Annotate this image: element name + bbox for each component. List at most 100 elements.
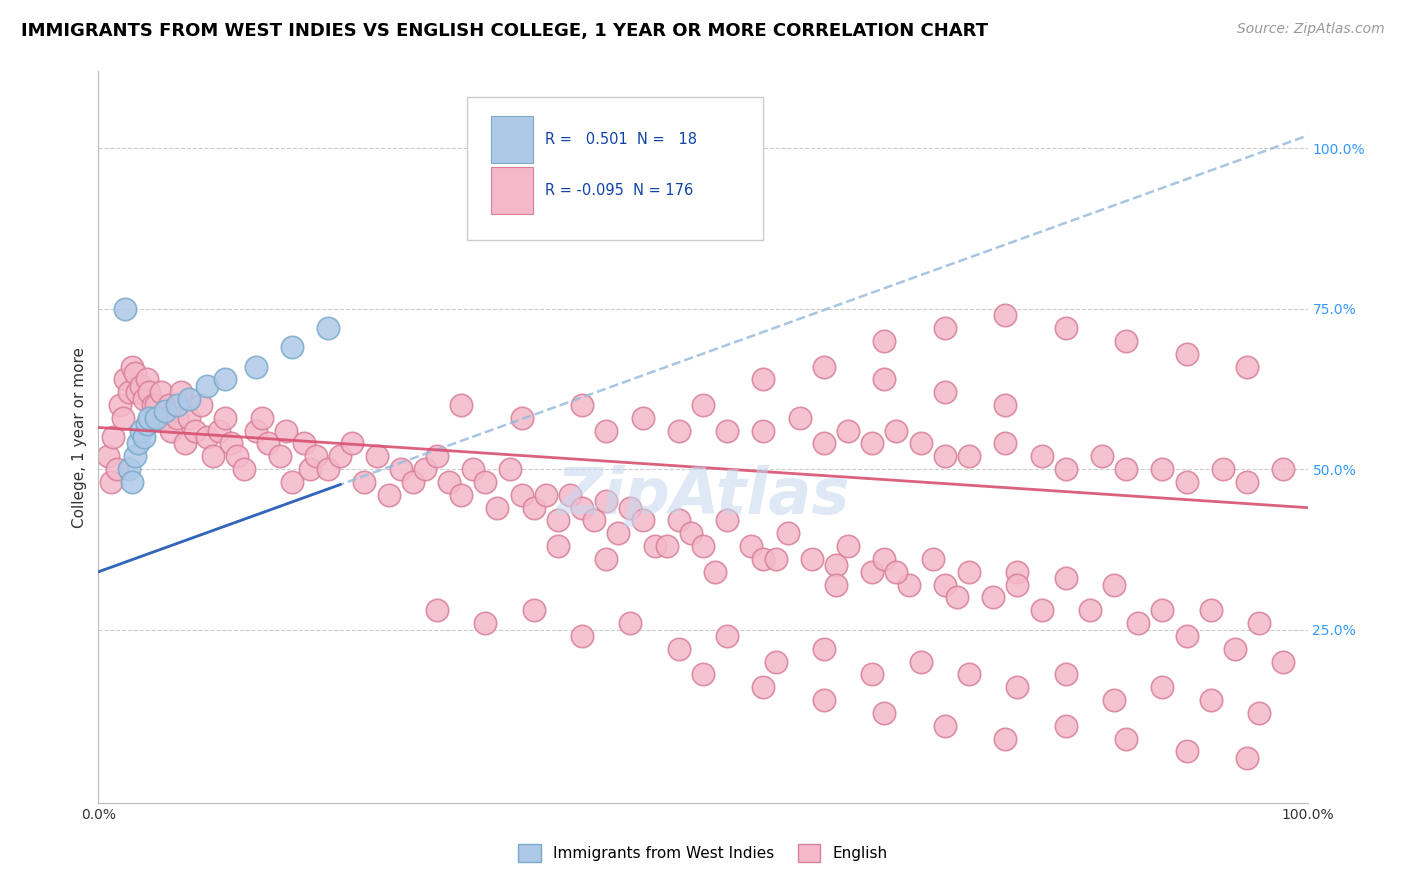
Point (463, 462, 485, 476)
Point (413, 462, 436, 476)
Point (910, 655, 932, 669)
Point (402, 475, 425, 489)
Point (342, 436, 364, 450)
Point (226, 450, 249, 464)
Point (752, 681, 775, 695)
Point (1115, 334, 1137, 348)
Point (571, 500, 593, 515)
Point (195, 378, 218, 392)
Point (221, 436, 243, 450)
Point (1175, 744, 1198, 758)
Point (655, 539, 678, 553)
Point (153, 404, 176, 418)
Point (752, 552, 775, 566)
Point (474, 475, 496, 489)
Point (934, 450, 956, 464)
Point (179, 410, 201, 425)
Point (190, 398, 212, 412)
Point (105, 462, 128, 476)
Text: ZipAtlas: ZipAtlas (557, 465, 849, 526)
Point (837, 539, 859, 553)
Point (1236, 751, 1258, 765)
Point (316, 321, 339, 335)
Point (232, 462, 254, 476)
Point (910, 436, 932, 450)
Point (1115, 731, 1137, 746)
Point (138, 385, 160, 400)
Point (111, 410, 134, 425)
Point (498, 462, 520, 476)
Point (813, 436, 835, 450)
Point (595, 552, 617, 566)
Point (765, 552, 787, 566)
Point (486, 500, 509, 515)
Point (250, 410, 273, 425)
Point (860, 667, 883, 681)
Text: R =   0.501  N =   18: R = 0.501 N = 18 (544, 132, 696, 147)
Point (129, 424, 152, 438)
Point (873, 334, 896, 348)
Point (994, 308, 1017, 322)
Point (1272, 655, 1295, 669)
Point (1175, 346, 1198, 360)
Point (134, 430, 156, 444)
Point (595, 424, 617, 438)
Point (1102, 693, 1125, 707)
Point (800, 552, 823, 566)
Point (558, 488, 581, 502)
Point (873, 552, 896, 566)
Point (1152, 681, 1174, 695)
Point (547, 539, 569, 553)
Point (214, 410, 236, 425)
Point (474, 616, 496, 631)
Point (166, 410, 188, 425)
Point (135, 417, 157, 432)
Point (184, 424, 207, 438)
Point (510, 410, 533, 425)
Point (994, 731, 1017, 746)
Point (1091, 450, 1114, 464)
Point (1031, 603, 1053, 617)
Point (837, 424, 859, 438)
Point (97, 450, 120, 464)
Point (281, 475, 304, 489)
Point (150, 385, 173, 400)
Point (269, 450, 291, 464)
Point (127, 436, 149, 450)
Point (946, 591, 969, 605)
Point (1223, 641, 1246, 656)
Point (1249, 616, 1271, 631)
Point (1031, 450, 1053, 464)
Point (692, 539, 714, 553)
Point (214, 372, 236, 386)
Point (679, 526, 702, 541)
Point (571, 629, 593, 643)
Point (292, 436, 315, 450)
Point (523, 603, 546, 617)
Point (934, 577, 956, 591)
Point (1078, 603, 1101, 617)
Point (389, 462, 412, 476)
FancyBboxPatch shape (467, 97, 763, 240)
Point (789, 410, 811, 425)
Point (305, 450, 328, 464)
Point (124, 450, 146, 464)
Point (353, 475, 375, 489)
Point (1007, 577, 1029, 591)
Point (127, 385, 149, 400)
Point (1249, 706, 1271, 720)
Point (523, 500, 546, 515)
Text: Source: ZipAtlas.com: Source: ZipAtlas.com (1237, 22, 1385, 37)
Point (716, 424, 738, 438)
Point (1054, 462, 1077, 476)
Point (450, 398, 472, 412)
Point (886, 424, 908, 438)
Point (157, 398, 180, 412)
Point (776, 526, 799, 541)
Point (619, 616, 641, 631)
Point (124, 366, 146, 380)
Point (1152, 603, 1174, 617)
Point (145, 410, 167, 425)
Point (274, 424, 297, 438)
Point (245, 424, 267, 438)
